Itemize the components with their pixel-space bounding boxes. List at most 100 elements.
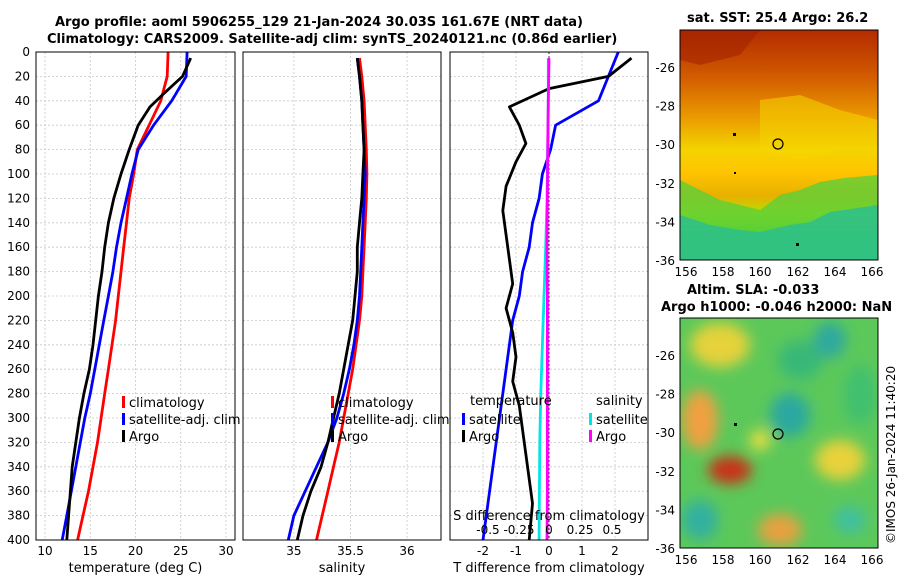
y-tick-label: 180 [7,265,30,279]
x-tick-label: 30 [218,544,233,558]
map-x-tick: 156 [675,265,698,279]
y-tick-label: 40 [15,94,30,108]
map-x-tick: 160 [749,553,772,567]
y-tick-label: 340 [7,460,30,474]
legend-swatch [589,430,592,442]
legend-label: Argo [596,430,626,445]
series-line [295,57,366,541]
map-x-tick: 160 [749,265,772,279]
y-tick-label: 120 [7,191,30,205]
y-tick-label: 240 [7,338,30,352]
y-tick-label: 300 [7,411,30,425]
map-y-tick: -36 [655,254,675,268]
map-x-tick: 158 [712,553,735,567]
legend-swatch [331,396,334,408]
map-y-tick: -30 [655,138,675,152]
map-x-tick: 164 [824,265,847,279]
map-y-tick: -30 [655,426,675,440]
s-tick-label: -0.5 [476,523,499,537]
x-tick-label: 25 [173,544,188,558]
x-tick-label: 10 [37,544,52,558]
y-tick-label: 20 [15,69,30,83]
y-tick-label: 220 [7,313,30,327]
series-line [545,58,551,541]
x-tick-label: 15 [83,544,98,558]
series-line [315,57,369,541]
x-tick-label: 36 [399,544,414,558]
sst-map-title: sat. SST: 25.4 Argo: 26.2 [687,11,869,26]
legend-swatch [462,430,465,442]
legend-label: climatology [129,396,205,411]
x-tick-label: 0 [545,544,553,558]
legend-title: temperature [470,394,552,409]
axes-frame [35,51,236,541]
map-x-tick: 162 [787,265,810,279]
y-tick-label: 320 [7,435,30,449]
series-line [76,51,170,541]
y-tick-label: 140 [7,216,30,230]
y-tick-label: 280 [7,387,30,401]
x-tick-label: 35 [286,544,301,558]
x-tick-label: -2 [477,544,489,558]
sla-map-title-1: Altim. SLA: -0.033 [687,283,820,298]
legend-label: climatology [338,396,414,411]
map-x-tick: 156 [675,553,698,567]
y-tick-label: 160 [7,240,30,254]
y-tick-label: 100 [7,167,30,181]
legend-swatch [122,396,125,408]
legend-label: Argo [338,430,368,445]
legend-label: satellite-adj. clim [129,413,241,428]
credit-text: ©IMOS 26-Jan-2024 11:40:20 [884,365,898,544]
s-tick-label: 0.25 [567,523,594,537]
header-line1: Argo profile: aoml 5906255_129 21-Jan-20… [55,15,583,30]
y-tick-label: 400 [7,533,30,547]
x-tick-label: 35.5 [337,544,364,558]
series-line [481,51,620,541]
y-tick-label: 360 [7,484,30,498]
legend-label: Argo [129,430,159,445]
x-tick-label: 2 [611,544,619,558]
map-x-tick: 166 [861,553,884,567]
map-y-tick: -28 [655,100,675,114]
sst-argo-marker [772,138,784,150]
map-y-tick: -28 [655,388,675,402]
legend-label: Argo [469,430,499,445]
map-x-tick: 164 [824,553,847,567]
series-line [60,51,189,541]
legend-swatch [331,413,334,425]
map-x-tick: 158 [712,265,735,279]
y-tick-label: 0 [22,45,30,59]
legend-swatch [122,430,125,442]
legend-title: salinity [596,394,643,409]
axes-frame [242,51,442,541]
map-y-tick: -32 [655,177,675,191]
legend-label: satellite [469,413,521,428]
y-tick-label: 380 [7,509,30,523]
map-y-tick: -32 [655,465,675,479]
map-y-tick: -34 [655,215,675,229]
map-y-tick: -34 [655,503,675,517]
series-line [65,57,192,541]
legend-swatch [589,413,592,425]
x-tick-label: -1 [510,544,522,558]
top-axis-label: S difference from climatology [453,509,645,524]
y-tick-label: 260 [7,362,30,376]
legend-swatch [331,430,334,442]
y-tick-label: 80 [15,143,30,157]
axes-frame [449,51,649,541]
y-tick-label: 60 [15,118,30,132]
s-tick-label: 0 [545,523,553,537]
map-x-tick: 162 [787,553,810,567]
legend-label: satellite-adj. clim [338,413,450,428]
x-axis-label: salinity [319,561,366,576]
map-y-tick: -26 [655,61,675,75]
x-axis-label: T difference from climatology [452,561,645,576]
x-axis-label: temperature (deg C) [69,561,203,576]
legend-swatch [462,413,465,425]
sla-argo-marker [772,428,784,440]
series-line [501,57,633,541]
sla-map [679,317,879,549]
y-tick-label: 200 [7,289,30,303]
s-tick-label: -0.25 [503,523,534,537]
